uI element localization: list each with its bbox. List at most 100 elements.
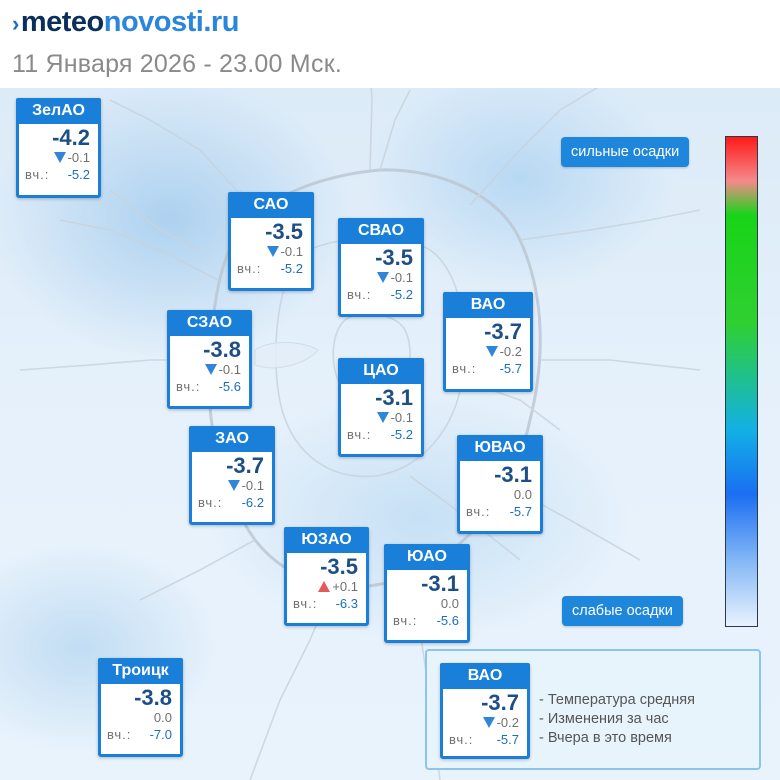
arrow-down-icon bbox=[376, 272, 389, 283]
yesterday-label: вч.: bbox=[25, 167, 50, 182]
hourly-change-value: +0.1 bbox=[332, 579, 358, 594]
precip-strong-label: сильные осадки bbox=[561, 137, 690, 167]
avg-temperature: -3.5 bbox=[375, 245, 413, 270]
hourly-change-value: -0.1 bbox=[241, 478, 264, 493]
yesterday-label: вч.: bbox=[452, 361, 477, 376]
hourly-change: -0.2 bbox=[443, 715, 527, 731]
yesterday-value: -7.0 bbox=[149, 727, 172, 742]
precipitation-scale-bar bbox=[725, 136, 758, 627]
arrow-down-icon bbox=[266, 246, 279, 257]
yesterday-value: -5.7 bbox=[509, 504, 532, 519]
yesterday-row: вч.: -7.0 bbox=[101, 726, 180, 745]
district-name: СВАО bbox=[338, 218, 424, 244]
yesterday-label: вч.: bbox=[237, 261, 262, 276]
hourly-change-value: 0.0 bbox=[440, 596, 459, 611]
yesterday-row: вч.: -5.2 bbox=[231, 260, 311, 279]
district-card[interactable]: ЮВАО -3.1 0.0 вч.: -5.7 bbox=[457, 435, 543, 534]
district-name: ЮАО bbox=[384, 544, 470, 570]
avg-temperature: -3.1 bbox=[494, 462, 532, 487]
arrow-down-icon bbox=[482, 717, 495, 728]
yesterday-value: -5.6 bbox=[436, 613, 459, 628]
hourly-change-value: -0.1 bbox=[390, 410, 413, 425]
yesterday-label: вч.: bbox=[347, 287, 372, 302]
district-card[interactable]: ЗАО -3.7 -0.1 вч.: -6.2 bbox=[189, 426, 275, 525]
yesterday-value: -5.6 bbox=[218, 379, 241, 394]
hourly-change: 0.0 bbox=[101, 710, 180, 726]
yesterday-value: -5.2 bbox=[67, 167, 90, 182]
yesterday-label: вч.: bbox=[293, 596, 318, 611]
hourly-change: -0.1 bbox=[170, 362, 249, 378]
yesterday-label: вч.: bbox=[198, 495, 223, 510]
yesterday-row: вч.: -5.7 bbox=[460, 503, 540, 522]
avg-temperature: -3.7 bbox=[226, 453, 264, 478]
district-card[interactable]: ЗелАО -4.2 -0.1 вч.: -5.2 bbox=[16, 98, 101, 198]
yesterday-row: вч.: -5.2 bbox=[341, 426, 421, 445]
district-card[interactable]: ВАО -3.7 -0.2 вч.: -5.7 bbox=[443, 292, 533, 392]
hourly-change: -0.1 bbox=[231, 244, 311, 260]
yesterday-row: вч.: -5.2 bbox=[341, 286, 421, 305]
hourly-change-value: -0.1 bbox=[67, 150, 90, 165]
yesterday-value: -6.3 bbox=[335, 596, 358, 611]
district-name: ВАО bbox=[443, 292, 533, 318]
district-card[interactable]: ЮЗАО -3.5 +0.1 вч.: -6.3 bbox=[284, 527, 369, 626]
yesterday-value: -5.7 bbox=[496, 732, 519, 747]
yesterday-label: вч.: bbox=[449, 732, 474, 747]
hourly-change-value: -0.1 bbox=[280, 244, 303, 259]
legend-line-yesterday: - Вчера в это время bbox=[539, 730, 672, 746]
district-card[interactable]: САО -3.5 -0.1 вч.: -5.2 bbox=[228, 192, 314, 291]
yesterday-label: вч.: bbox=[393, 613, 418, 628]
district-card[interactable]: СЗАО -3.8 -0.1 вч.: -5.6 bbox=[167, 310, 252, 409]
arrow-up-icon bbox=[318, 581, 331, 592]
hourly-change-value: -0.2 bbox=[499, 344, 522, 359]
hourly-change: -0.1 bbox=[192, 478, 272, 494]
legend-panel: ВАО -3.7 -0.2 вч.: -5.7 - Температура средня… bbox=[425, 649, 761, 770]
hourly-change: -0.2 bbox=[446, 344, 530, 360]
legend-line-average: - Температура средняя bbox=[539, 692, 695, 708]
district-name: ЮЗАО bbox=[284, 527, 369, 553]
hourly-change: -0.1 bbox=[341, 410, 421, 426]
hourly-change: 0.0 bbox=[460, 487, 540, 503]
yesterday-row: вч.: -5.7 bbox=[446, 360, 530, 379]
arrow-down-icon bbox=[53, 152, 66, 163]
site-logo[interactable]: ›meteonovosti.ru bbox=[12, 6, 239, 39]
hourly-change-value: -0.1 bbox=[390, 270, 413, 285]
district-card[interactable]: Троицк -3.8 0.0 вч.: -7.0 bbox=[98, 658, 183, 757]
legend-text: - Температура средняя - Изменения за час… bbox=[539, 691, 695, 748]
arrow-down-icon bbox=[485, 346, 498, 357]
hourly-change: 0.0 bbox=[387, 596, 467, 612]
yesterday-value: -5.2 bbox=[390, 427, 413, 442]
legend-line-change: - Изменения за час bbox=[539, 711, 669, 727]
district-name: ЗелАО bbox=[16, 98, 101, 124]
avg-temperature: -3.7 bbox=[481, 690, 519, 715]
district-name: ЮВАО bbox=[457, 435, 543, 461]
date-time-title: 11 Января 2026 - 23.00 Мск. bbox=[12, 50, 342, 78]
hourly-change-value: -0.2 bbox=[496, 715, 519, 730]
yesterday-value: -5.7 bbox=[499, 361, 522, 376]
district-card[interactable]: СВАО -3.5 -0.1 вч.: -5.2 bbox=[338, 218, 424, 317]
district-name: ВАО bbox=[440, 663, 530, 689]
hourly-change-value: 0.0 bbox=[513, 487, 532, 502]
yesterday-row: вч.: -6.3 bbox=[287, 595, 366, 614]
hourly-change: -0.1 bbox=[19, 150, 98, 166]
yesterday-row: вч.: -5.6 bbox=[387, 612, 467, 631]
yesterday-row: вч.: -5.6 bbox=[170, 378, 249, 397]
district-name: ЦАО bbox=[338, 358, 424, 384]
yesterday-value: -5.2 bbox=[390, 287, 413, 302]
legend-sample-card: ВАО -3.7 -0.2 вч.: -5.7 bbox=[440, 663, 530, 759]
district-name: СЗАО bbox=[167, 310, 252, 336]
hourly-change-value: -0.1 bbox=[218, 362, 241, 377]
district-name: ЗАО bbox=[189, 426, 275, 452]
hourly-change: -0.1 bbox=[341, 270, 421, 286]
district-card[interactable]: ЦАО -3.1 -0.1 вч.: -5.2 bbox=[338, 358, 424, 457]
avg-temperature: -3.7 bbox=[484, 319, 522, 344]
avg-temperature: -3.8 bbox=[203, 337, 241, 362]
arrow-down-icon bbox=[227, 480, 240, 491]
precip-weak-label: слабые осадки bbox=[562, 596, 683, 626]
avg-temperature: -3.1 bbox=[421, 571, 459, 596]
yesterday-label: вч.: bbox=[466, 504, 491, 519]
avg-temperature: -3.8 bbox=[134, 685, 172, 710]
district-card[interactable]: ЮАО -3.1 0.0 вч.: -5.6 bbox=[384, 544, 470, 643]
yesterday-row: вч.: -5.7 bbox=[443, 731, 527, 750]
yesterday-label: вч.: bbox=[176, 379, 201, 394]
arrow-down-icon bbox=[204, 364, 217, 375]
